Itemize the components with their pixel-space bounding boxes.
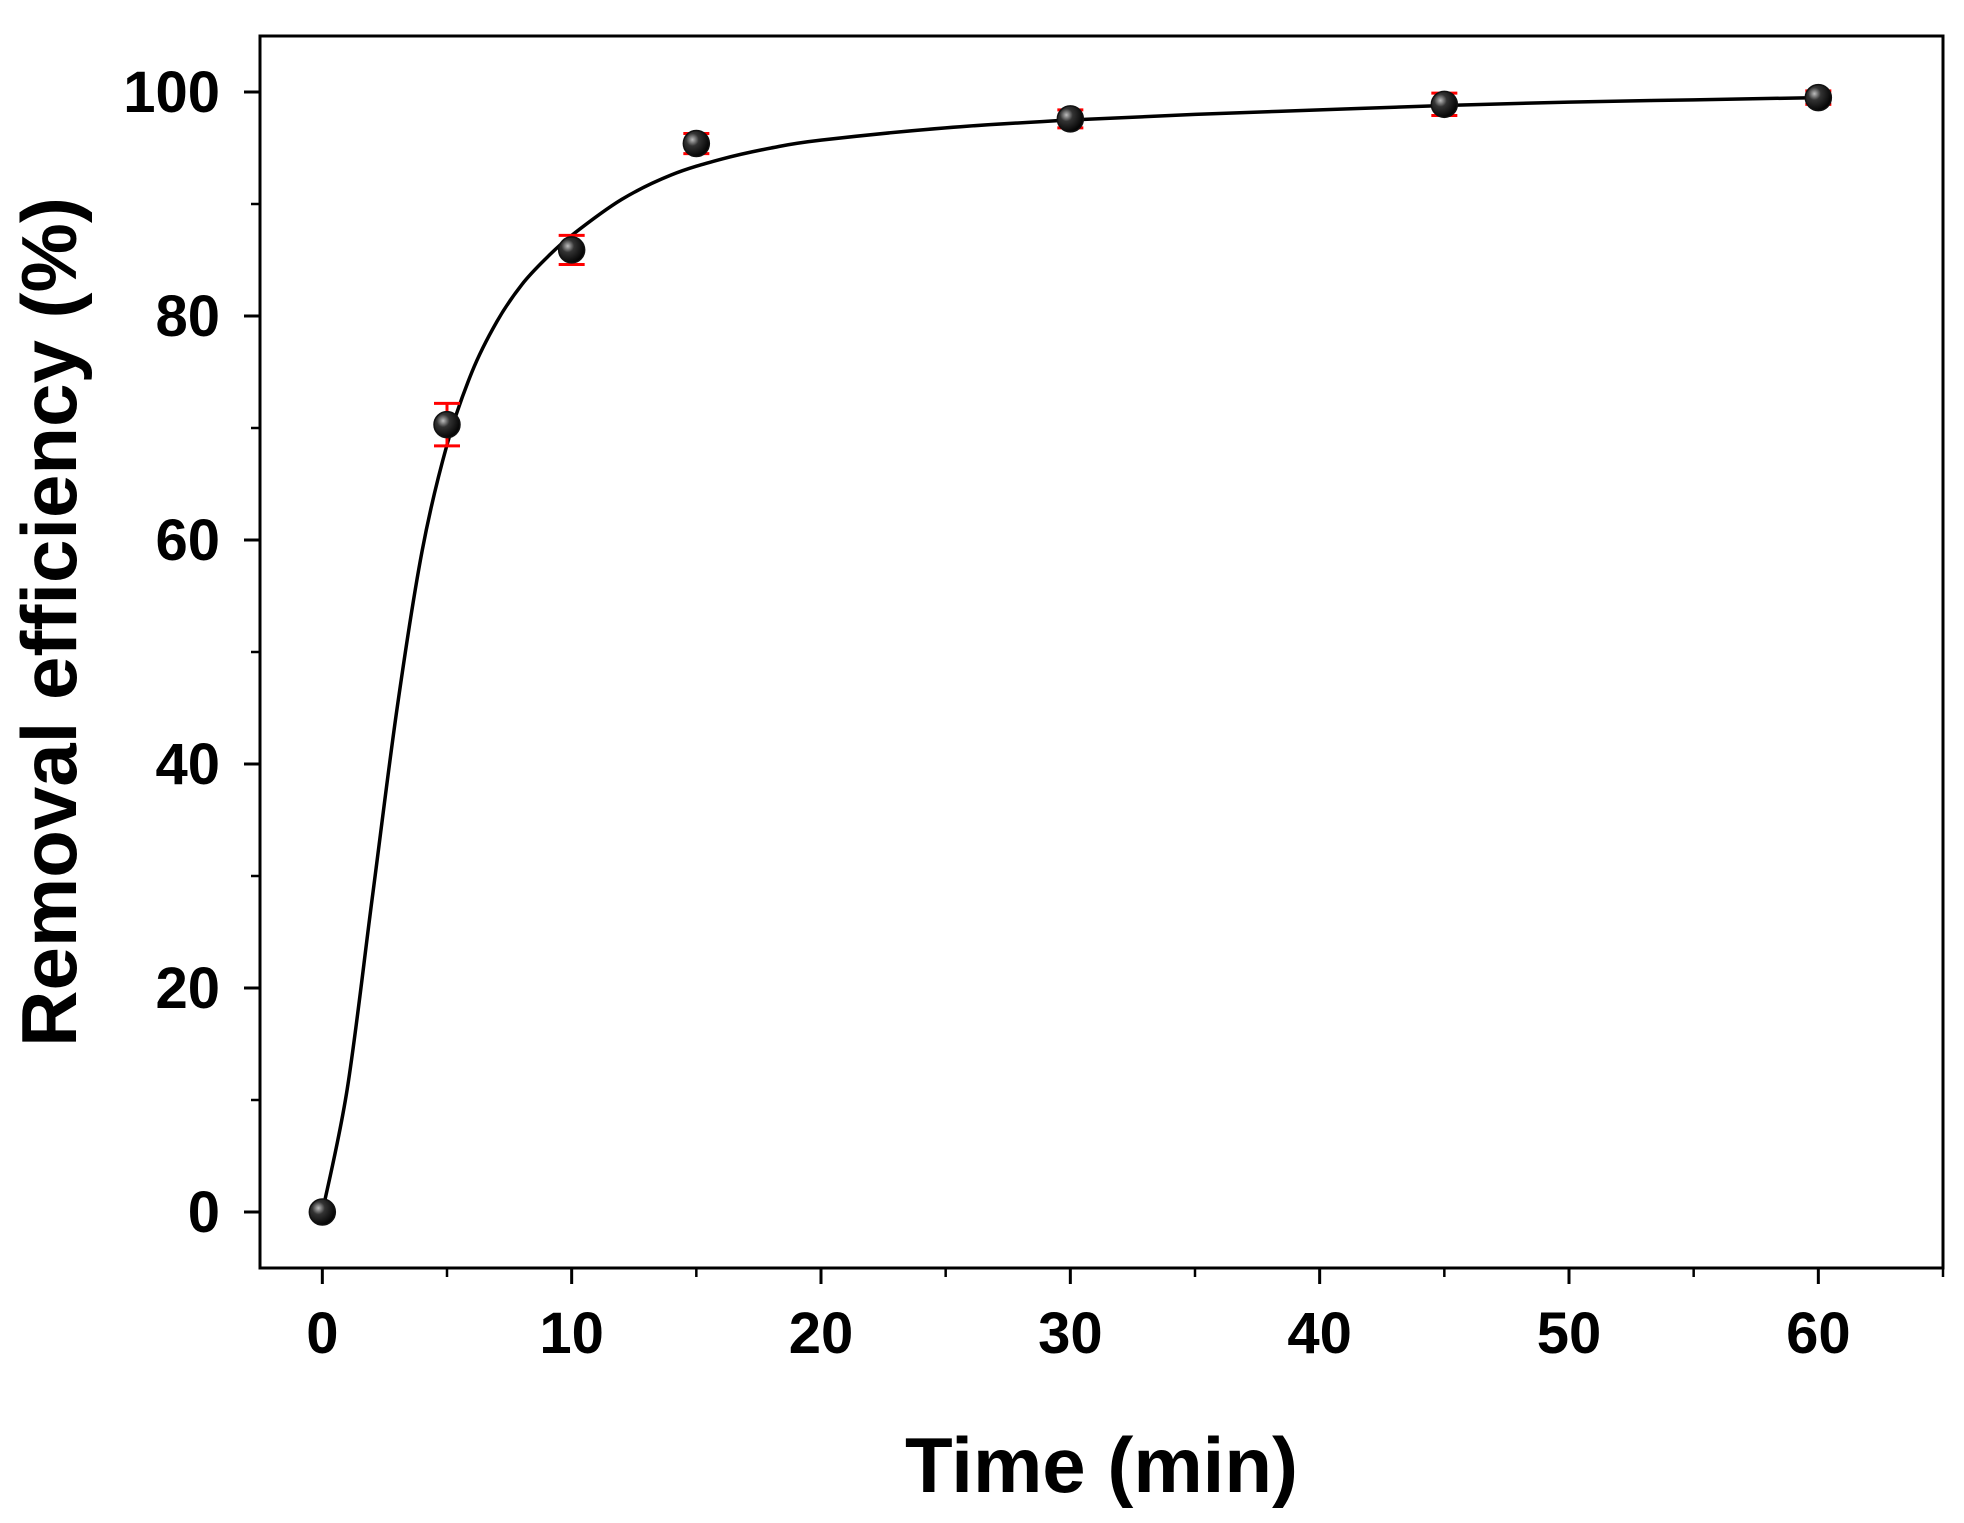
curve-layer (320, 95, 1819, 1213)
x-tick-label: 50 (1537, 1301, 1602, 1366)
y-axis-title: Removal efficiency (%) (5, 197, 93, 1047)
data-point (433, 410, 461, 439)
y-tick-label: 100 (123, 60, 220, 125)
ticks-layer: 0 10 20 30 40 50 60 0 20 40 60 80 100 (123, 60, 1945, 1366)
x-axis-title: Time (min) (905, 1421, 1298, 1509)
x-tick-label: 20 (789, 1301, 854, 1366)
y-tick-label: 40 (155, 732, 220, 797)
data-point (1056, 105, 1085, 133)
data-point (1804, 83, 1833, 112)
errorbar-layer (434, 89, 1832, 448)
fitted-curve (320, 95, 1819, 1213)
x-tick-label: 10 (539, 1301, 604, 1366)
data-point (682, 129, 711, 158)
y-tick-label: 60 (155, 508, 220, 573)
plot-frame (258, 34, 1945, 1270)
x-tick-label: 60 (1786, 1301, 1851, 1366)
x-tick-label: 40 (1287, 1301, 1352, 1366)
y-tick-label: 80 (155, 284, 220, 349)
x-tick-label: 0 (306, 1301, 338, 1366)
x-tick-label: 30 (1038, 1301, 1103, 1366)
marker-layer (308, 83, 1833, 1226)
data-point (557, 236, 586, 264)
y-tick-label: 0 (188, 1180, 220, 1245)
data-point (308, 1198, 337, 1226)
data-point (1430, 90, 1459, 119)
y-tick-label: 20 (155, 956, 220, 1021)
